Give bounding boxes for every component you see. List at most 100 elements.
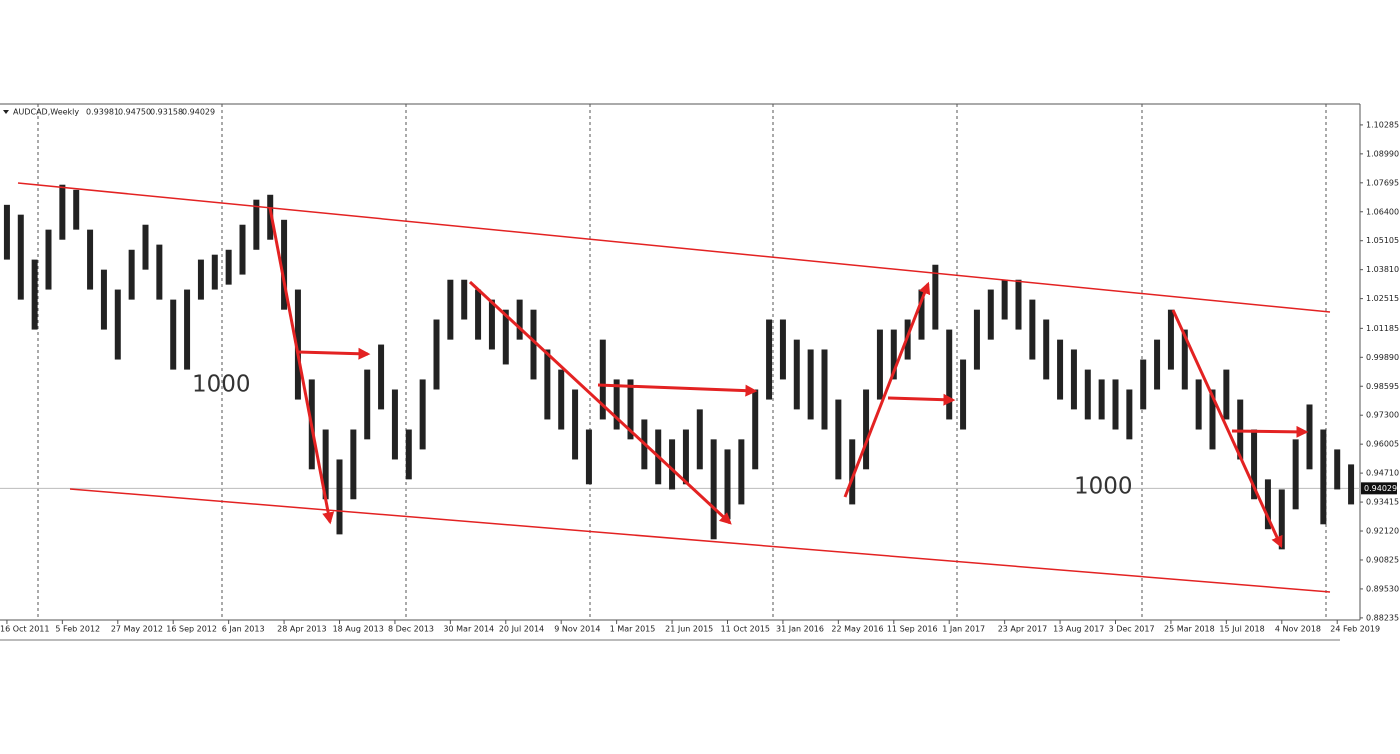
price-range-bar (1306, 404, 1313, 470)
price-range-bar (211, 254, 218, 290)
price-range-bar (766, 319, 773, 400)
price-range-bar (142, 224, 149, 270)
header-value: 0.93981 (86, 108, 119, 117)
price-range-bar (502, 309, 509, 365)
price-range-bar (253, 199, 260, 250)
x-tick-label: 27 May 2012 (111, 625, 163, 634)
price-range-bar (1292, 439, 1299, 510)
price-range-bar (419, 379, 426, 450)
header-icon (3, 110, 9, 114)
price-range-bar (890, 329, 897, 380)
y-tick-label: 1.06400 (1366, 207, 1399, 216)
price-range-bar (364, 369, 371, 440)
x-tick-label: 11 Sep 2016 (887, 625, 938, 634)
price-range-bar (793, 339, 800, 410)
price-range-bar (960, 359, 967, 430)
y-tick-label: 0.92120 (1366, 527, 1399, 536)
annotation: 1000 (192, 372, 251, 398)
x-tick-label: 24 Feb 2019 (1330, 625, 1380, 634)
price-range-bar (1112, 379, 1119, 430)
price-range-bar (544, 349, 551, 420)
price-range-bar (613, 379, 620, 430)
x-tick-label: 11 Oct 2015 (721, 625, 770, 634)
x-tick-label: 22 May 2016 (831, 625, 883, 634)
y-tick-label: 1.08990 (1366, 149, 1399, 158)
price-range-bar (627, 379, 634, 440)
price-range-bar (1167, 309, 1174, 370)
price-range-bar (863, 389, 870, 470)
price-range-bar (946, 329, 953, 420)
x-tick-label: 31 Jan 2016 (776, 625, 824, 634)
annotation: 1000 (1074, 474, 1133, 500)
price-range-bar (100, 269, 107, 330)
price-range-bar (1043, 319, 1050, 380)
x-tick-label: 4 Nov 2018 (1275, 625, 1321, 634)
y-tick-label: 1.01185 (1366, 324, 1399, 333)
price-range-bar (294, 289, 301, 400)
price-range-bar (530, 309, 537, 380)
price-range-bar (1251, 429, 1258, 500)
price-range-bar (585, 429, 592, 485)
price-range-bar (73, 189, 80, 230)
x-tick-label: 21 Jun 2015 (665, 625, 713, 634)
price-range-bar (1126, 389, 1133, 440)
price-range-bar (114, 289, 121, 360)
x-tick-label: 13 Aug 2017 (1053, 625, 1104, 634)
price-range-bar (876, 329, 883, 400)
x-tick-label: 9 Nov 2014 (554, 625, 600, 634)
x-tick-label: 6 Jan 2013 (222, 625, 265, 634)
price-range-bar (558, 369, 565, 430)
price-range-bar (87, 229, 94, 290)
price-range-bar (1264, 479, 1271, 530)
price-range-bar (1195, 379, 1202, 430)
x-tick-label: 8 Dec 2013 (388, 625, 434, 634)
price-range-bar (350, 429, 357, 500)
y-tick-label: 0.93415 (1366, 498, 1399, 507)
price-range-bar (1029, 299, 1036, 360)
price-range-bar (710, 439, 717, 540)
price-range-bar (447, 279, 454, 340)
x-tick-label: 1 Jan 2017 (942, 625, 985, 634)
price-range-bar (17, 214, 24, 300)
price-range-bar (433, 319, 440, 390)
price-range-bar (516, 299, 523, 340)
trend-channel (17, 182, 1331, 593)
price-range-bar (1223, 369, 1230, 420)
price-range-bar (738, 439, 745, 505)
price-range-bar (572, 389, 579, 460)
price-range-bar (932, 264, 939, 330)
trend-arrows (268, 207, 1309, 549)
price-range-bar (170, 299, 177, 370)
x-tick-label: 5 Feb 2012 (55, 625, 100, 634)
x-tick-label: 16 Sep 2012 (166, 625, 217, 634)
y-tick-label: 0.94710 (1366, 469, 1399, 478)
price-range-bar (1001, 279, 1008, 320)
price-range-bar (1320, 429, 1327, 525)
price-range-bar (488, 299, 495, 350)
last-price-label: 0.94029 (1364, 484, 1397, 493)
price-range-bar (405, 429, 412, 480)
last-price-box (1361, 482, 1397, 495)
price-range-bar (1070, 349, 1077, 410)
y-tick-label: 0.90825 (1366, 555, 1399, 564)
y-tick-label: 1.03810 (1366, 265, 1399, 274)
price-range-bar (1084, 369, 1091, 420)
symbol: AUDCAD,Weekly (13, 108, 79, 117)
price-range-bar (779, 319, 786, 380)
price-range-bar (1237, 399, 1244, 460)
y-tick-label: 0.98595 (1366, 382, 1399, 391)
x-tick-label: 23 Apr 2017 (998, 625, 1047, 634)
price-range-bar (1334, 449, 1341, 490)
price-range-bar (696, 409, 703, 470)
price-range-bar (225, 249, 232, 285)
price-range-bar (724, 449, 731, 520)
y-tick-label: 0.99890 (1366, 353, 1399, 362)
header-value: 0.94750 (118, 108, 151, 117)
x-tick-label: 20 Jul 2014 (499, 625, 544, 634)
y-tick-label: 0.97300 (1366, 411, 1399, 420)
x-tick-label: 16 Oct 2011 (0, 625, 49, 634)
price-range-bar (3, 204, 10, 260)
price-range-bar (128, 249, 135, 300)
